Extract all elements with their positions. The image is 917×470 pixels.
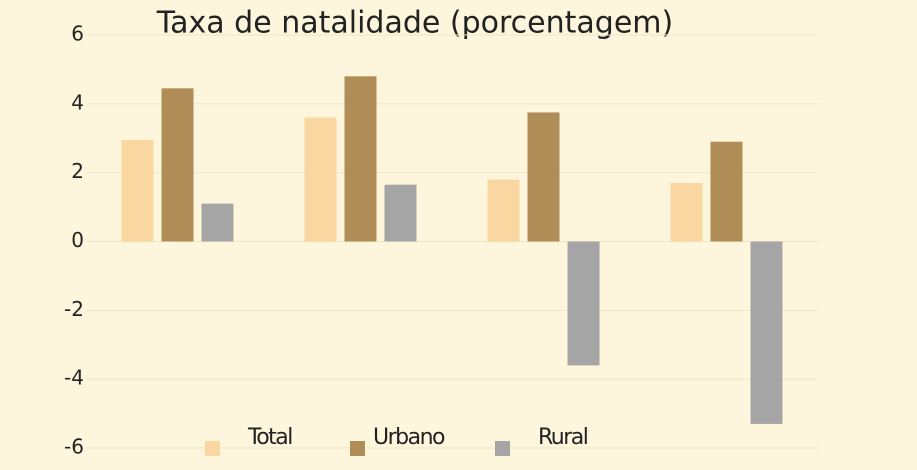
bar	[670, 182, 703, 242]
y-tick-label: 6	[71, 22, 84, 46]
bar	[750, 241, 783, 424]
bar	[304, 117, 337, 242]
y-tick-label: 4	[71, 90, 84, 114]
bar	[121, 139, 154, 242]
bar	[161, 88, 194, 242]
bar	[567, 241, 600, 366]
legend-swatch	[350, 441, 365, 456]
y-tick-label: -2	[64, 297, 84, 321]
bar	[384, 184, 417, 242]
y-tick-label: -6	[64, 435, 84, 459]
legend-swatch	[495, 441, 510, 456]
bar	[201, 203, 234, 242]
y-tick-label: 0	[71, 228, 84, 252]
legend-swatch	[205, 441, 220, 456]
y-tick-label: -4	[64, 366, 84, 390]
bar	[527, 112, 560, 242]
legend-label: Urbano	[373, 425, 445, 450]
y-tick-label: 2	[71, 159, 84, 183]
bar	[487, 179, 520, 242]
bar	[344, 76, 377, 242]
bar	[710, 141, 743, 242]
legend-label: Total	[247, 425, 292, 450]
legend-label: Rural	[538, 425, 588, 450]
